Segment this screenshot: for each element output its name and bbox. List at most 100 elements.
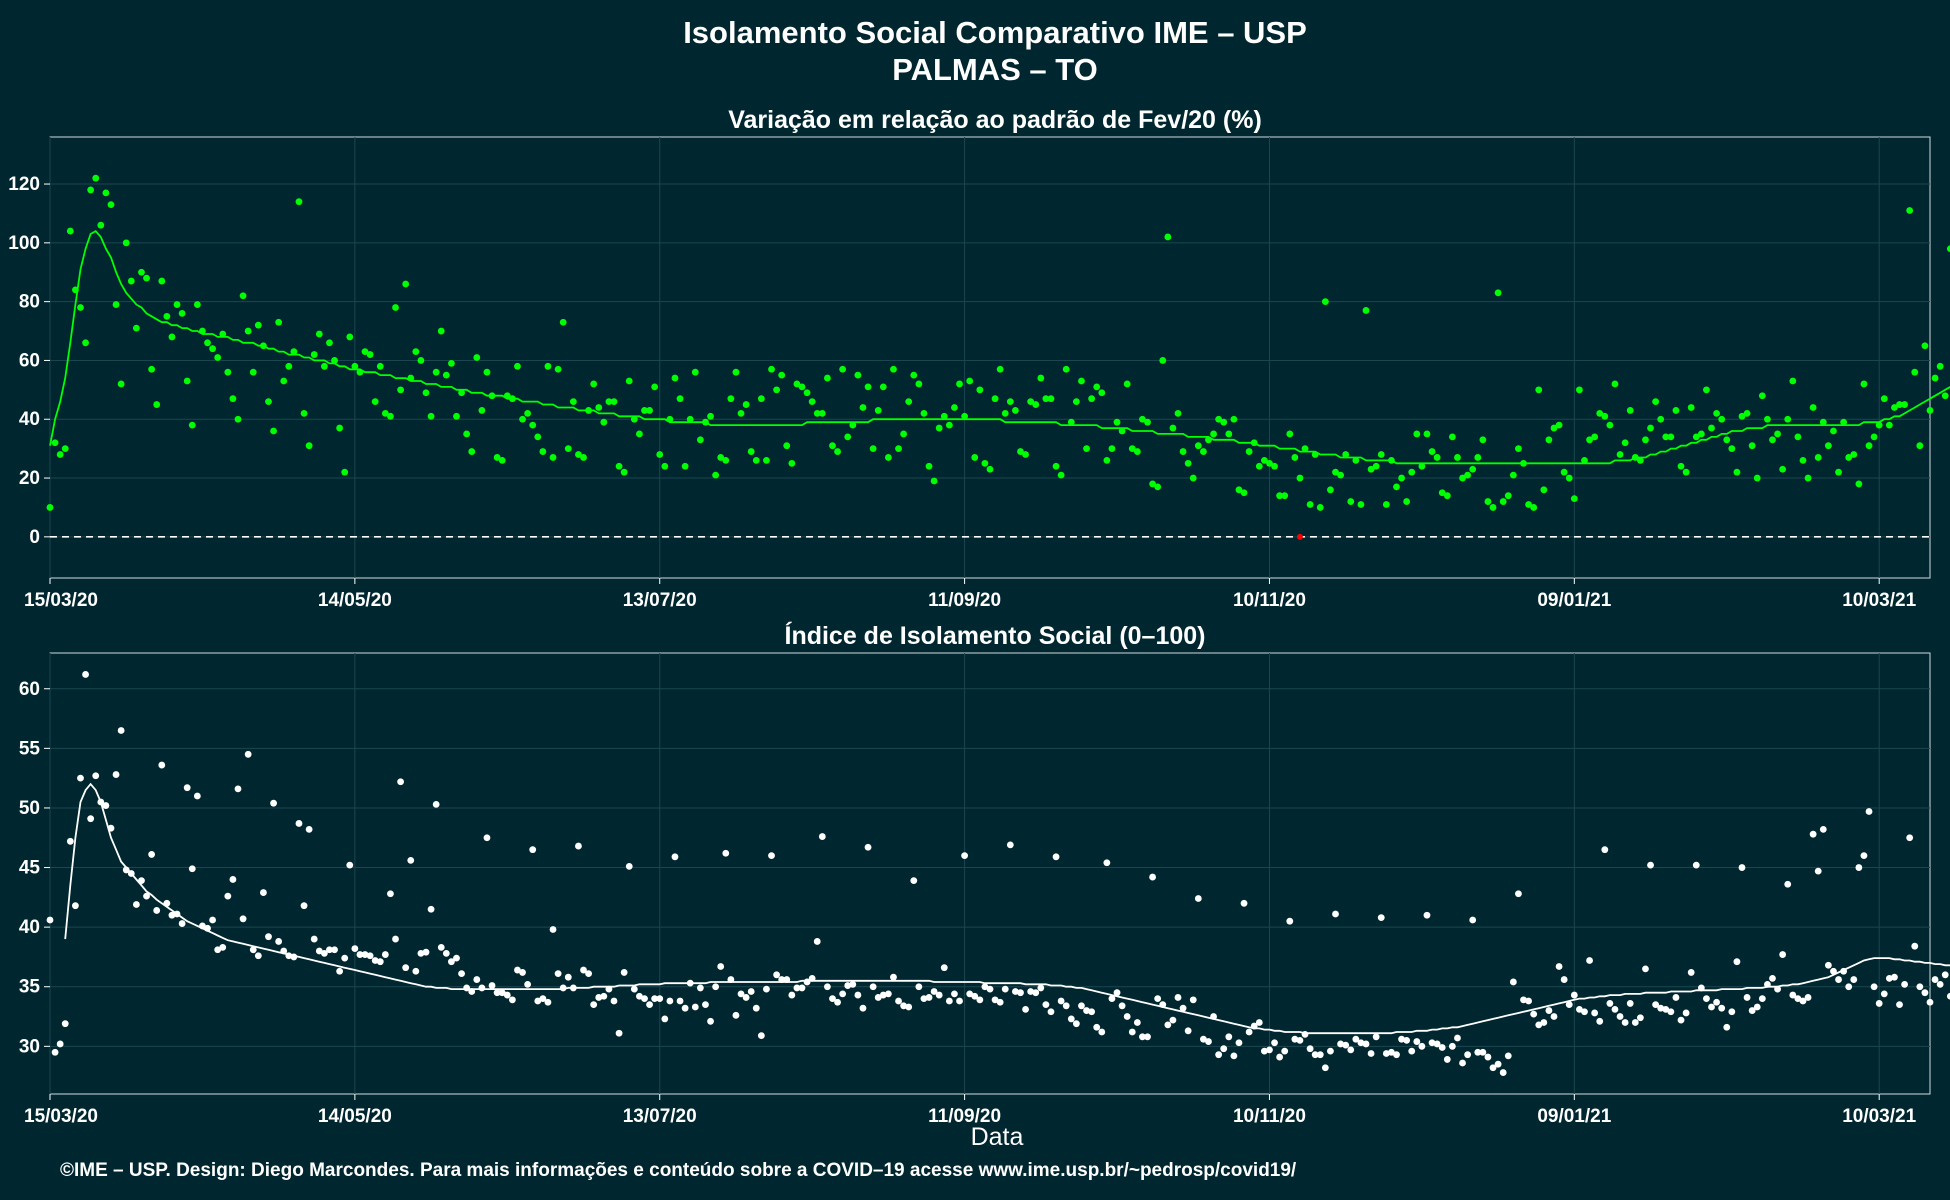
data-point (1581, 1008, 1588, 1016)
data-point (1819, 826, 1827, 833)
data-point (1362, 1040, 1370, 1048)
data-point (1235, 486, 1243, 494)
data-point (945, 997, 953, 1005)
top-panel-title: Variação em relação ao padrão de Fev/20 … (728, 106, 1262, 134)
y-tick-label: 50 (19, 798, 40, 819)
data-point (254, 321, 262, 329)
data-point (1291, 1035, 1299, 1043)
data-point (1205, 1038, 1212, 1045)
data-point (1931, 976, 1939, 983)
data-point (1753, 1003, 1761, 1011)
data-point (1596, 1017, 1604, 1025)
data-point (1830, 967, 1837, 975)
data-point (1027, 988, 1035, 995)
data-point (1799, 457, 1807, 464)
data-point (1133, 1019, 1141, 1026)
data-point (1352, 457, 1360, 464)
data-point (1535, 1021, 1543, 1029)
data-point (66, 837, 74, 845)
data-point (1067, 418, 1075, 426)
data-point (1240, 489, 1248, 497)
data-point (1885, 421, 1893, 429)
data-point (412, 967, 420, 975)
data-point (874, 994, 882, 1001)
data-point (712, 471, 720, 479)
data-point (732, 1011, 740, 1019)
data-point (656, 451, 664, 458)
data-point (773, 386, 780, 394)
data-point (666, 997, 674, 1005)
data-point (1804, 994, 1812, 1001)
data-point (1946, 992, 1950, 1000)
data-point (854, 991, 862, 999)
data-point (691, 368, 699, 376)
data-point (564, 445, 572, 453)
data-point (1022, 1005, 1029, 1013)
data-point (580, 454, 587, 461)
data-point (1921, 989, 1929, 997)
data-point (265, 398, 272, 405)
data-point (1809, 830, 1817, 838)
data-point (590, 1001, 598, 1009)
data-point (483, 834, 491, 842)
data-point (442, 949, 450, 957)
data-point (1357, 501, 1365, 508)
data-point (1565, 1001, 1573, 1009)
data-point (1591, 1009, 1599, 1017)
data-point (935, 424, 943, 432)
data-point (534, 433, 542, 441)
y-tick-label: 120 (8, 174, 40, 195)
data-point (910, 371, 918, 379)
data-point (1753, 474, 1761, 482)
data-point (275, 938, 283, 945)
data-point (585, 970, 592, 978)
data-point (87, 186, 95, 194)
data-point (778, 371, 786, 379)
data-point (1438, 1044, 1446, 1051)
data-point (1078, 1002, 1085, 1010)
data-point (1093, 1023, 1101, 1031)
data-point (844, 433, 852, 441)
data-point (346, 861, 354, 869)
data-point (1581, 457, 1588, 464)
data-point (656, 995, 664, 1003)
data-point (1626, 407, 1634, 414)
data-point (1530, 1010, 1538, 1018)
data-point (1728, 445, 1736, 453)
data-point (1200, 448, 1207, 455)
data-point (1875, 421, 1883, 429)
data-point (1377, 451, 1385, 458)
variation-panel: 0 20 40 60 80 100 120 15/03/20 14/05/20 13/07/20 1… (8, 136, 1950, 611)
data-point (834, 998, 841, 1006)
data-point (1926, 407, 1934, 414)
data-point (356, 951, 364, 958)
data-point (376, 958, 384, 966)
data-point (1235, 1039, 1243, 1047)
x-tick-label: 14/05/20 (318, 1106, 392, 1127)
data-point (1032, 989, 1040, 997)
x-tick-label: 10/11/20 (1233, 590, 1306, 611)
data-point (834, 448, 841, 455)
data-point (1057, 471, 1065, 479)
data-point (696, 436, 704, 444)
data-point (1067, 1015, 1075, 1023)
data-point (1830, 427, 1837, 435)
data-point (56, 1040, 64, 1048)
data-point (1509, 978, 1517, 986)
data-point (1017, 989, 1024, 997)
data-point (1459, 474, 1466, 482)
data-point (1662, 433, 1670, 441)
data-point (1428, 448, 1436, 455)
data-point (320, 949, 328, 957)
data-point (1006, 841, 1014, 849)
data-point (818, 409, 826, 417)
data-point (681, 1004, 689, 1012)
data-point (793, 984, 801, 992)
data-point (605, 398, 613, 405)
data-point (1123, 1013, 1131, 1020)
data-point (1057, 997, 1065, 1005)
data-point (387, 890, 394, 898)
data-point (1260, 1047, 1268, 1055)
y-tick-label: 40 (19, 409, 40, 430)
data-point (864, 843, 872, 851)
